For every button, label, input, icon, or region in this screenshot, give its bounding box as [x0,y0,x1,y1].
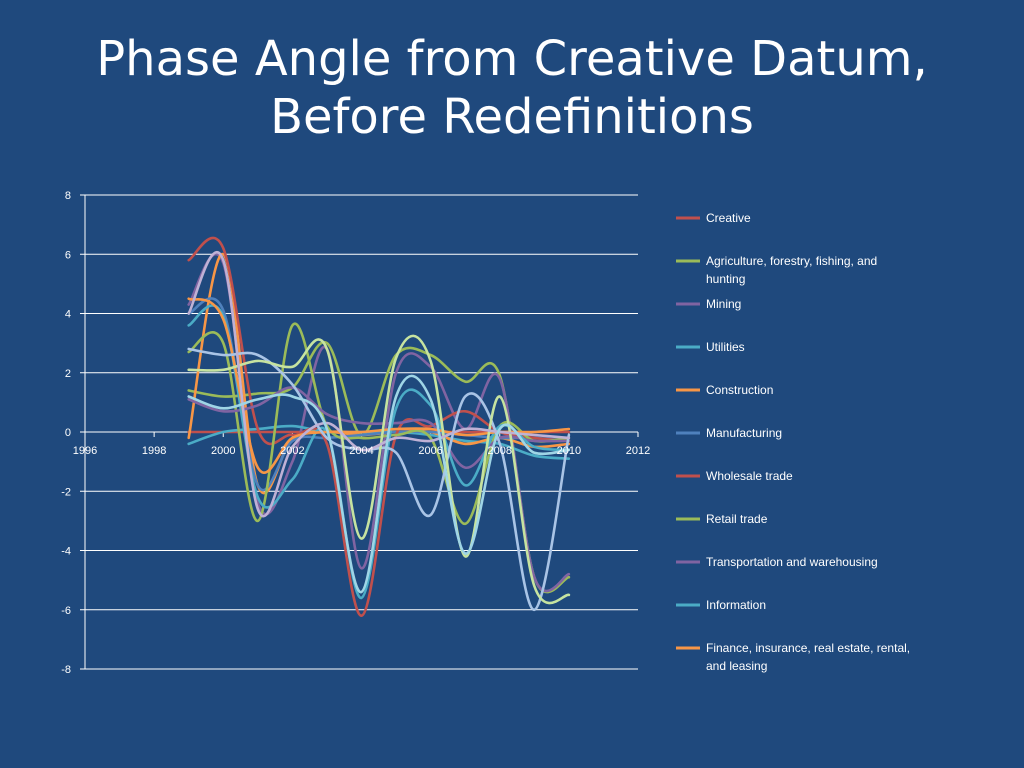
legend-label-retail-trade: Retail trade [706,512,768,526]
y-tick-label: 4 [65,309,71,321]
y-tick-label: 2 [65,368,71,380]
legend-label-creative: Creative [706,211,751,225]
y-tick-label: 0 [65,427,71,439]
y-tick-label: -8 [61,664,71,676]
x-tick-label: 1996 [73,445,97,457]
x-tick-label: 2012 [626,445,650,457]
x-tick-label: 2006 [418,445,442,457]
series-line-unlabeled-13 [187,250,571,518]
x-tick-label: 1998 [142,445,166,457]
series-line-utilities [187,424,571,460]
legend: Creative Agriculture, forestry, fishing, … [676,211,910,673]
y-tick-label: -4 [61,546,71,558]
legend-label-transportation-and-warehousing: Transportation and warehousing [706,555,878,569]
y-tick-label: -2 [61,486,71,498]
series-line-unlabeled-14 [187,374,571,594]
title-line-2: Before Redefinitions [270,89,754,145]
y-tick-label: 6 [65,249,71,261]
slide-title: Phase Angle from Creative Datum, Before … [60,30,964,146]
y-tick-label: 8 [65,190,71,202]
series-lines [187,236,571,618]
legend-label-construction: Construction [706,383,773,397]
legend-label-utilities: Utilities [706,340,745,354]
title-line-1: Phase Angle from Creative Datum, [96,31,928,87]
x-tick-label: 2002 [280,445,304,457]
x-tick-label: 2008 [488,445,512,457]
x-tick-label: 2004 [349,445,373,457]
legend-label-agriculture-forestry-fishing-and-hunting: Agriculture, forestry, fishing, and hunti… [706,254,877,286]
series-line-unlabeled-11 [187,347,571,612]
series-line-transportation-and-warehousing [187,386,571,469]
x-tick-label: 2000 [211,445,235,457]
y-tick-label: -6 [61,605,71,617]
legend-label-manufacturing: Manufacturing [706,426,782,440]
x-tick-label: 2010 [557,445,581,457]
legend-label-wholesale-trade: Wholesale trade [706,469,793,483]
legend-label-information: Information [706,598,766,612]
series-line-unlabeled-12 [187,334,571,605]
legend-label-mining: Mining [706,297,741,311]
legend-label-finance-insurance-real-estate-rental-and-leasing: Finance, insurance, real estate, rental,… [706,641,910,673]
tick-labels: 8 6 4 2 0 -2 -4 -6 -8 1996 1998 2000 2002 2004 2006 200… [61,190,650,676]
